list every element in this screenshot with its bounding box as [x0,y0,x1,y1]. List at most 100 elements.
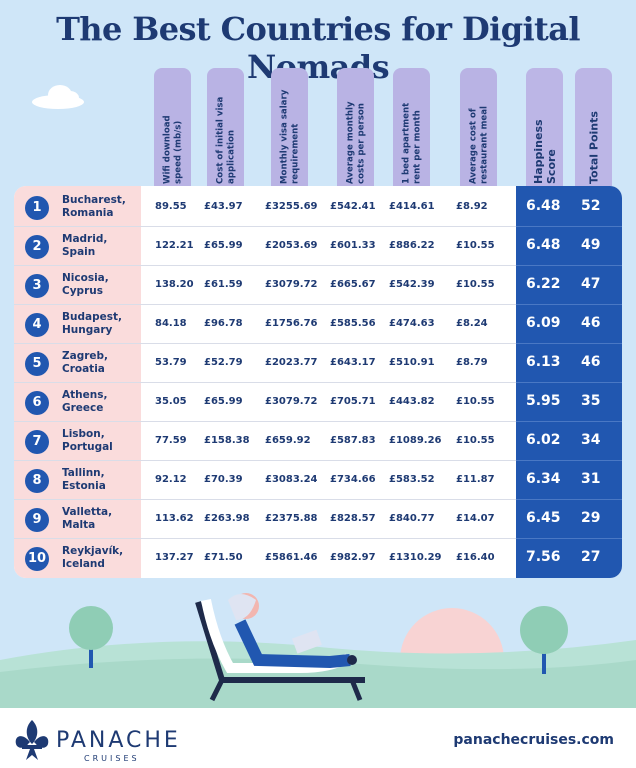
cell-visa-cost: £70.39 [204,474,243,485]
city-name: Reykjavík, Iceland [62,545,142,571]
background-scenery [0,85,636,708]
fleur-de-lis-icon [15,720,49,760]
city-label: Budapest, [62,311,122,323]
cell-costs: £542.41 [330,201,376,212]
cell-rent: £1089.26 [389,435,442,446]
cell-meal: £10.55 [456,240,495,251]
cell-meal: £11.87 [456,474,495,485]
row-divider [14,421,622,422]
cell-happiness: 6.09 [526,315,561,331]
row-divider-blue [516,382,622,383]
cell-happiness: 6.48 [526,237,561,253]
city-label: Valletta, [62,506,113,518]
cell-visa-cost: £61.59 [204,279,243,290]
row-divider [14,304,622,305]
cell-visa-cost: £65.99 [204,396,243,407]
city-name: Nicosia, Cyprus [62,272,142,298]
row-divider [14,538,622,539]
table-row: 10 Reykjavík, Iceland 137.27 £71.50 £5861.46 £… [14,539,622,578]
country-label: Romania [62,207,114,219]
cell-points: 34 [581,432,601,448]
column-header-visa-cost: Cost of initial visa application [207,68,244,190]
rank-badge: 9 [25,508,49,532]
city-label: Zagreb, [62,350,109,362]
country-label: Croatia [62,363,105,375]
cell-visa-cost: £263.98 [204,513,250,524]
cell-visa-cost: £71.50 [204,552,243,563]
rank-badge: 7 [25,430,49,454]
cell-wifi: 122.21 [155,240,194,251]
cell-meal: £10.55 [456,396,495,407]
cell-happiness: 6.48 [526,198,561,214]
table-row: 9 Valletta, Malta 113.62 £263.98 £2375.88 £828… [14,500,622,539]
country-label: Malta [62,519,96,531]
city-name: Zagreb, Croatia [62,350,142,376]
cell-salary: £3083.24 [265,474,318,485]
column-header-label: Total Points [587,111,600,184]
cell-salary: £659.92 [265,435,311,446]
row-divider-blue [516,460,622,461]
cell-costs: £643.17 [330,357,376,368]
cell-visa-cost: £65.99 [204,240,243,251]
tree-icon [520,606,568,674]
country-label: Cyprus [62,285,103,297]
hill-front [0,658,636,708]
cell-points: 47 [581,276,601,292]
column-header-label: Average monthly costs per person [345,101,366,184]
cell-wifi: 137.27 [155,552,194,563]
cell-rent: £414.61 [389,201,435,212]
row-divider [14,226,622,227]
cell-happiness: 6.13 [526,354,561,370]
cell-wifi: 92.12 [155,474,187,485]
cell-salary: £3079.72 [265,279,318,290]
cell-rent: £443.82 [389,396,435,407]
row-divider-blue [516,421,622,422]
cell-points: 31 [581,471,601,487]
column-header-salary: Monthly visa salary requirement [271,68,308,190]
cloud-icon [32,85,84,109]
city-label: Bucharest, [62,194,126,206]
cell-costs: £828.57 [330,513,376,524]
website-link[interactable]: panachecruises.com [453,732,614,748]
cell-points: 46 [581,354,601,370]
row-divider-blue [516,226,622,227]
cell-visa-cost: £43.97 [204,201,243,212]
cell-meal: £10.55 [456,279,495,290]
cell-costs: £982.97 [330,552,376,563]
city-label: Tallinn, [62,467,105,479]
row-divider-blue [516,343,622,344]
country-label: Spain [62,246,96,258]
cell-visa-cost: £96.78 [204,318,243,329]
cell-wifi: 113.62 [155,513,194,524]
brand-subtitle: CRUISES [84,754,140,763]
cell-salary: £2053.69 [265,240,318,251]
cell-rent: £583.52 [389,474,435,485]
cell-happiness: 5.95 [526,393,561,409]
cell-rent: £510.91 [389,357,435,368]
country-label: Iceland [62,558,105,570]
cell-rent: £474.63 [389,318,435,329]
column-header-wifi: Wifi download speed (mb/s) [154,68,191,190]
column-header-label: Happiness Score [531,119,558,184]
rank-badge: 1 [25,196,49,220]
city-label: Reykjavík, [62,545,124,557]
cell-rent: £886.22 [389,240,435,251]
cell-costs: £585.56 [330,318,376,329]
cell-points: 46 [581,315,601,331]
cell-visa-cost: £52.79 [204,357,243,368]
cell-happiness: 6.22 [526,276,561,292]
row-divider-blue [516,538,622,539]
city-label: Nicosia, [62,272,109,284]
column-header-label: Monthly visa salary requirement [279,89,300,184]
table-row: 2 Madrid, Spain 122.21 £65.99 £2053.69 £601.33… [14,227,622,266]
table-row: 7 Lisbon, Portugal 77.59 £158.38 £659.92 £587.… [14,422,622,461]
country-label: Estonia [62,480,106,492]
city-label: Athens, [62,389,108,401]
cell-costs: £601.33 [330,240,376,251]
cell-wifi: 89.55 [155,201,187,212]
brand-name: PANACHE [56,728,181,753]
country-label: Greece [62,402,104,414]
rank-badge: 3 [25,274,49,298]
cell-happiness: 6.45 [526,510,561,526]
city-name: Bucharest, Romania [62,194,142,220]
